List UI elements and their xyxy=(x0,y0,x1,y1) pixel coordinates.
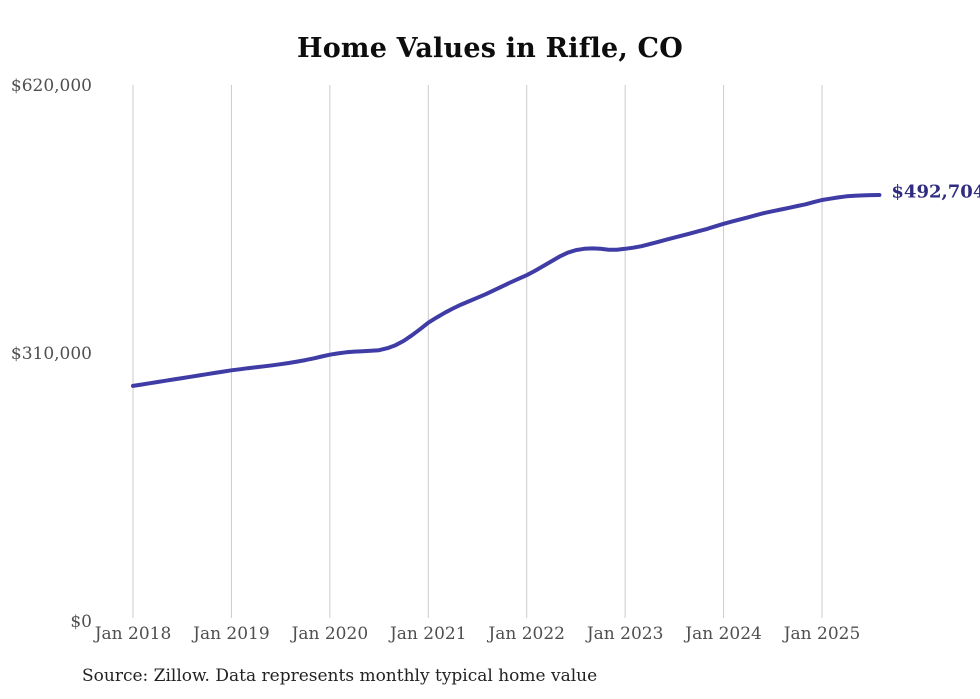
x-tick-label: Jan 2019 xyxy=(191,624,270,644)
y-tick-label: $0 xyxy=(70,612,92,632)
y-tick-label: $310,000 xyxy=(11,344,92,364)
x-tick-label: Jan 2020 xyxy=(290,624,369,644)
x-tick-label: Jan 2023 xyxy=(585,624,664,644)
x-tick-label: Jan 2021 xyxy=(388,624,467,644)
home-value-line xyxy=(131,193,882,388)
latest-value-label: $492,704 xyxy=(891,181,980,203)
y-tick-label: $620,000 xyxy=(11,76,92,96)
source-note: Source: Zillow. Data represents monthly … xyxy=(82,666,598,686)
x-tick-label: Jan 2022 xyxy=(486,624,565,644)
x-tick-label: Jan 2025 xyxy=(782,624,861,644)
x-tick-label: Jan 2024 xyxy=(683,624,762,644)
x-tick-label: Jan 2018 xyxy=(93,624,172,644)
chart-title: Home Values in Rifle, CO xyxy=(297,33,683,64)
